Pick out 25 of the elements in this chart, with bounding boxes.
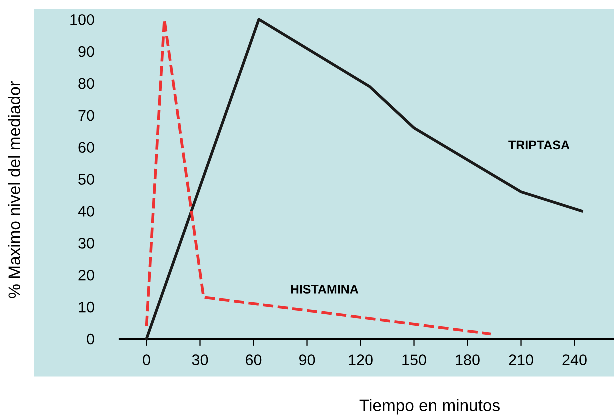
y-tick-label: 40 <box>78 206 94 217</box>
y-tick-label: 60 <box>78 142 94 154</box>
y-tick-label: 50 <box>78 174 94 185</box>
y-tick-label: 10 <box>79 302 94 313</box>
y-tick-label: 30 <box>78 238 94 249</box>
x-tick-label: 0 <box>143 354 150 366</box>
y-tick-label: 0 <box>87 334 94 345</box>
y-tick-label: 100 <box>70 14 94 26</box>
y-axis-title: % Maximo nivel del mediador <box>8 81 20 298</box>
x-tick-label: 60 <box>246 354 262 366</box>
y-tick-label: 90 <box>78 46 94 58</box>
y-tick-label: 20 <box>78 270 94 281</box>
x-tick-label: 120 <box>349 354 373 366</box>
y-tick-label: 70 <box>78 110 94 122</box>
x-axis-title: Tiempo en minutos <box>360 399 500 415</box>
x-tick-label: 150 <box>402 354 426 366</box>
y-tick-label: 80 <box>78 78 94 90</box>
x-tick-label: 210 <box>509 354 534 366</box>
text: TRIPTASA <box>508 140 570 150</box>
series-label: HISTAMINA <box>291 285 359 294</box>
x-tick-label: 180 <box>456 354 480 366</box>
line-series <box>145 18 584 340</box>
x-tick-label: 240 <box>562 354 587 366</box>
x-tick-label: 30 <box>192 354 208 366</box>
x-tick-label: 90 <box>299 354 316 366</box>
